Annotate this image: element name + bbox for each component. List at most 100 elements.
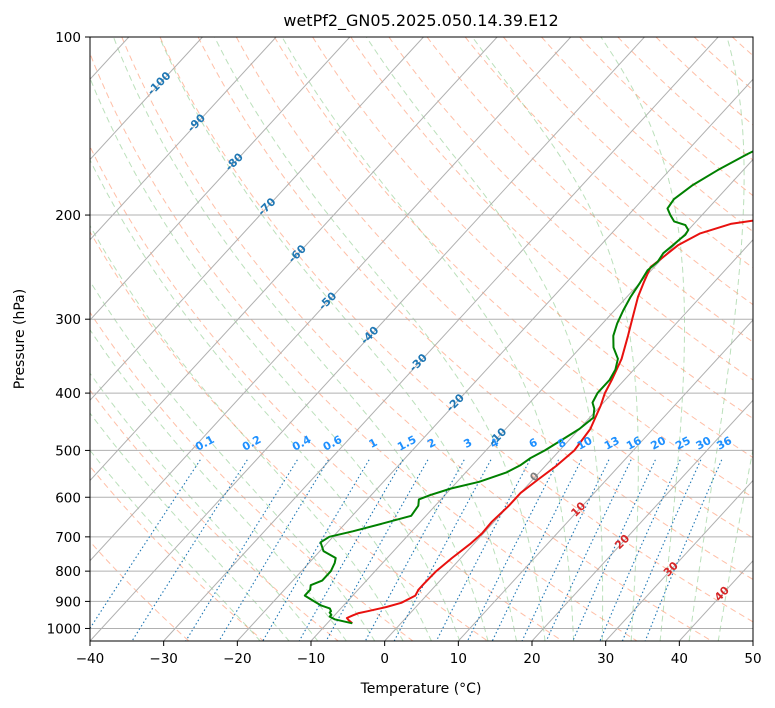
moist-adiabat [90, 372, 319, 641]
mixing-ratio-label: 10 [575, 434, 595, 453]
mixing-ratio-line [185, 459, 298, 641]
y-tick-label: 800 [55, 564, 81, 580]
y-tick-label: 700 [55, 530, 81, 546]
isotherm-line [90, 37, 424, 401]
x-tick-label: 30 [597, 651, 614, 667]
dry-adiabat [541, 37, 753, 233]
dry-adiabat [90, 389, 339, 641]
x-tick-label: 40 [671, 651, 688, 667]
x-tick-label: −10 [297, 651, 326, 667]
moist-adiabat [214, 37, 546, 641]
dry-adiabat [90, 52, 638, 641]
isotherm-line [90, 37, 277, 241]
x-tick-label: −20 [223, 651, 252, 667]
x-tick-label: 20 [523, 651, 540, 667]
temperature-profile [345, 219, 753, 625]
moist-adiabat [90, 412, 290, 641]
mixing-ratio-label: 20 [648, 434, 668, 453]
dry-adiabat [464, 37, 753, 306]
mixing-ratio-label: 13 [602, 434, 622, 453]
mixing-ratio-line [90, 459, 201, 630]
mixing-ratio-line [467, 459, 560, 641]
mixing-ratio-line [218, 459, 329, 641]
moist-adiabat [281, 37, 575, 641]
y-tick-label: 500 [55, 443, 81, 459]
mixing-ratio-line [521, 459, 610, 641]
isotherm-line [310, 158, 753, 641]
isotherm-line [531, 399, 753, 641]
mixing-ratio-line [325, 459, 429, 641]
mixing-ratio-label: 36 [714, 434, 734, 453]
isotherm-line [384, 239, 753, 641]
moist-adiabat [90, 328, 347, 641]
isotherm-line [90, 37, 645, 641]
dry-adiabat [350, 37, 753, 420]
mixing-ratio-line [572, 459, 656, 641]
x-tick-label: 10 [450, 651, 467, 667]
pressure-gridlines [90, 37, 753, 629]
y-axis: 100 200 300 400 500 600 700 800 900 1000 [47, 30, 90, 637]
x-tick-label: 50 [744, 651, 761, 667]
moist-adiabat [90, 76, 461, 641]
moist-adiabats [90, 37, 753, 641]
x-axis: −40 −30 −20 −10 0 10 20 30 40 50 [76, 641, 762, 667]
isotherm-line [236, 78, 753, 641]
isotherm-line [163, 37, 719, 641]
moist-adiabat [113, 37, 489, 641]
dry-adiabat [159, 37, 753, 623]
dry-adiabat [273, 37, 753, 499]
isotherm-line [90, 37, 351, 321]
mixing-ratio-label: 25 [673, 434, 693, 453]
mixing-ratio-line [262, 459, 370, 641]
mixing-ratio-line [298, 459, 404, 641]
y-tick-label: 200 [55, 208, 81, 224]
mixing-ratio-line [621, 459, 702, 641]
y-tick-label: 900 [55, 594, 81, 610]
y-axis-title: Pressure (hPa) [12, 289, 28, 389]
dry-adiabat [121, 37, 712, 641]
moist-adiabat [90, 158, 432, 641]
y-tick-label: 600 [55, 490, 81, 506]
y-tick-label: 400 [55, 386, 81, 402]
mixing-ratio-line [545, 459, 632, 641]
dry-adiabat [426, 37, 753, 343]
moist-adiabat [90, 224, 404, 641]
mixing-ratio-label: 30 [694, 434, 714, 453]
dry-adiabat [579, 37, 753, 197]
mixing-ratio-line [364, 459, 465, 641]
moist-adiabat [90, 280, 376, 641]
mixing-ratio-line [599, 459, 681, 641]
y-tick-label: 100 [55, 30, 81, 46]
isotherm-line [605, 479, 753, 641]
mixing-ratio-lines [90, 459, 723, 641]
mixing-ratio-line [491, 459, 582, 641]
dry-adiabat [388, 37, 753, 381]
moist-adiabat [365, 37, 604, 641]
plot-area [90, 37, 753, 641]
isotherm-line [90, 37, 572, 562]
isotherm-line [90, 37, 203, 161]
x-axis-title: Temperature (°C) [360, 681, 482, 697]
moist-adiabat [717, 447, 753, 641]
chart-title: wetPf2_GN05.2025.050.14.39.E12 [283, 11, 558, 31]
x-tick-label: −40 [76, 651, 105, 667]
dewpoint-profile [303, 150, 753, 625]
dry-adiabat [235, 37, 753, 539]
y-tick-label: 300 [55, 312, 81, 328]
x-tick-label: 0 [380, 651, 389, 667]
mixing-ratio-label: 16 [624, 434, 644, 453]
profile-series [303, 150, 753, 625]
dry-adiabat [90, 311, 414, 641]
moist-adiabat [158, 37, 517, 641]
moist-adiabat [600, 37, 685, 641]
moist-adiabat [471, 37, 639, 641]
x-tick-label: −30 [149, 651, 178, 667]
plot-frame [89, 36, 754, 642]
moist-adiabat [688, 37, 745, 641]
isotherm-line [457, 319, 753, 641]
y-tick-label: 1000 [47, 621, 81, 637]
mixing-ratio-line [644, 459, 723, 641]
dry-adiabat [197, 37, 753, 581]
